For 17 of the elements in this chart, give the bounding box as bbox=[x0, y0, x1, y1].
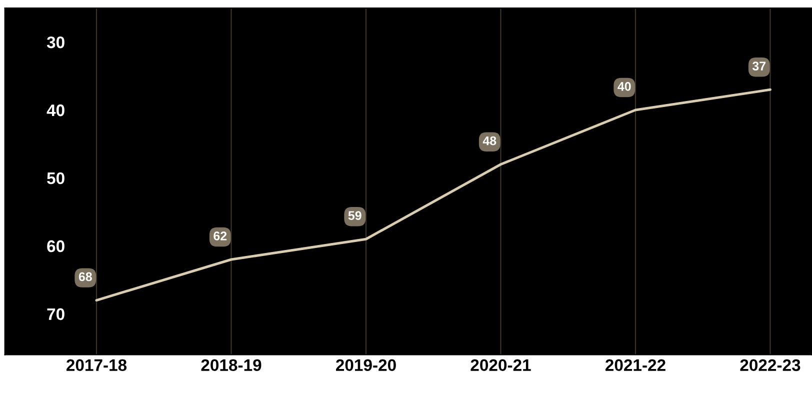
data-label: 68 bbox=[78, 272, 92, 282]
x-tick-label: 2020-21 bbox=[470, 359, 531, 372]
x-tick-label: 2022-23 bbox=[740, 359, 800, 372]
x-tick-label: 2021-22 bbox=[605, 359, 666, 372]
data-label: 59 bbox=[348, 211, 362, 220]
data-label: 37 bbox=[752, 62, 766, 70]
y-tick-label: 30 bbox=[46, 36, 64, 48]
y-tick-label: 40 bbox=[46, 104, 64, 116]
x-tick-label: 2018-19 bbox=[201, 359, 262, 372]
y-tick-label: 50 bbox=[47, 172, 64, 184]
data-label: 62 bbox=[214, 232, 227, 240]
x-tick-label: 2017-18 bbox=[66, 359, 127, 372]
data-label: 40 bbox=[618, 82, 631, 91]
data-label: 48 bbox=[482, 136, 496, 146]
x-tick-label: 2019-20 bbox=[336, 359, 396, 372]
y-tick-label: 60 bbox=[47, 240, 64, 252]
y-tick-label: 70 bbox=[47, 308, 64, 320]
